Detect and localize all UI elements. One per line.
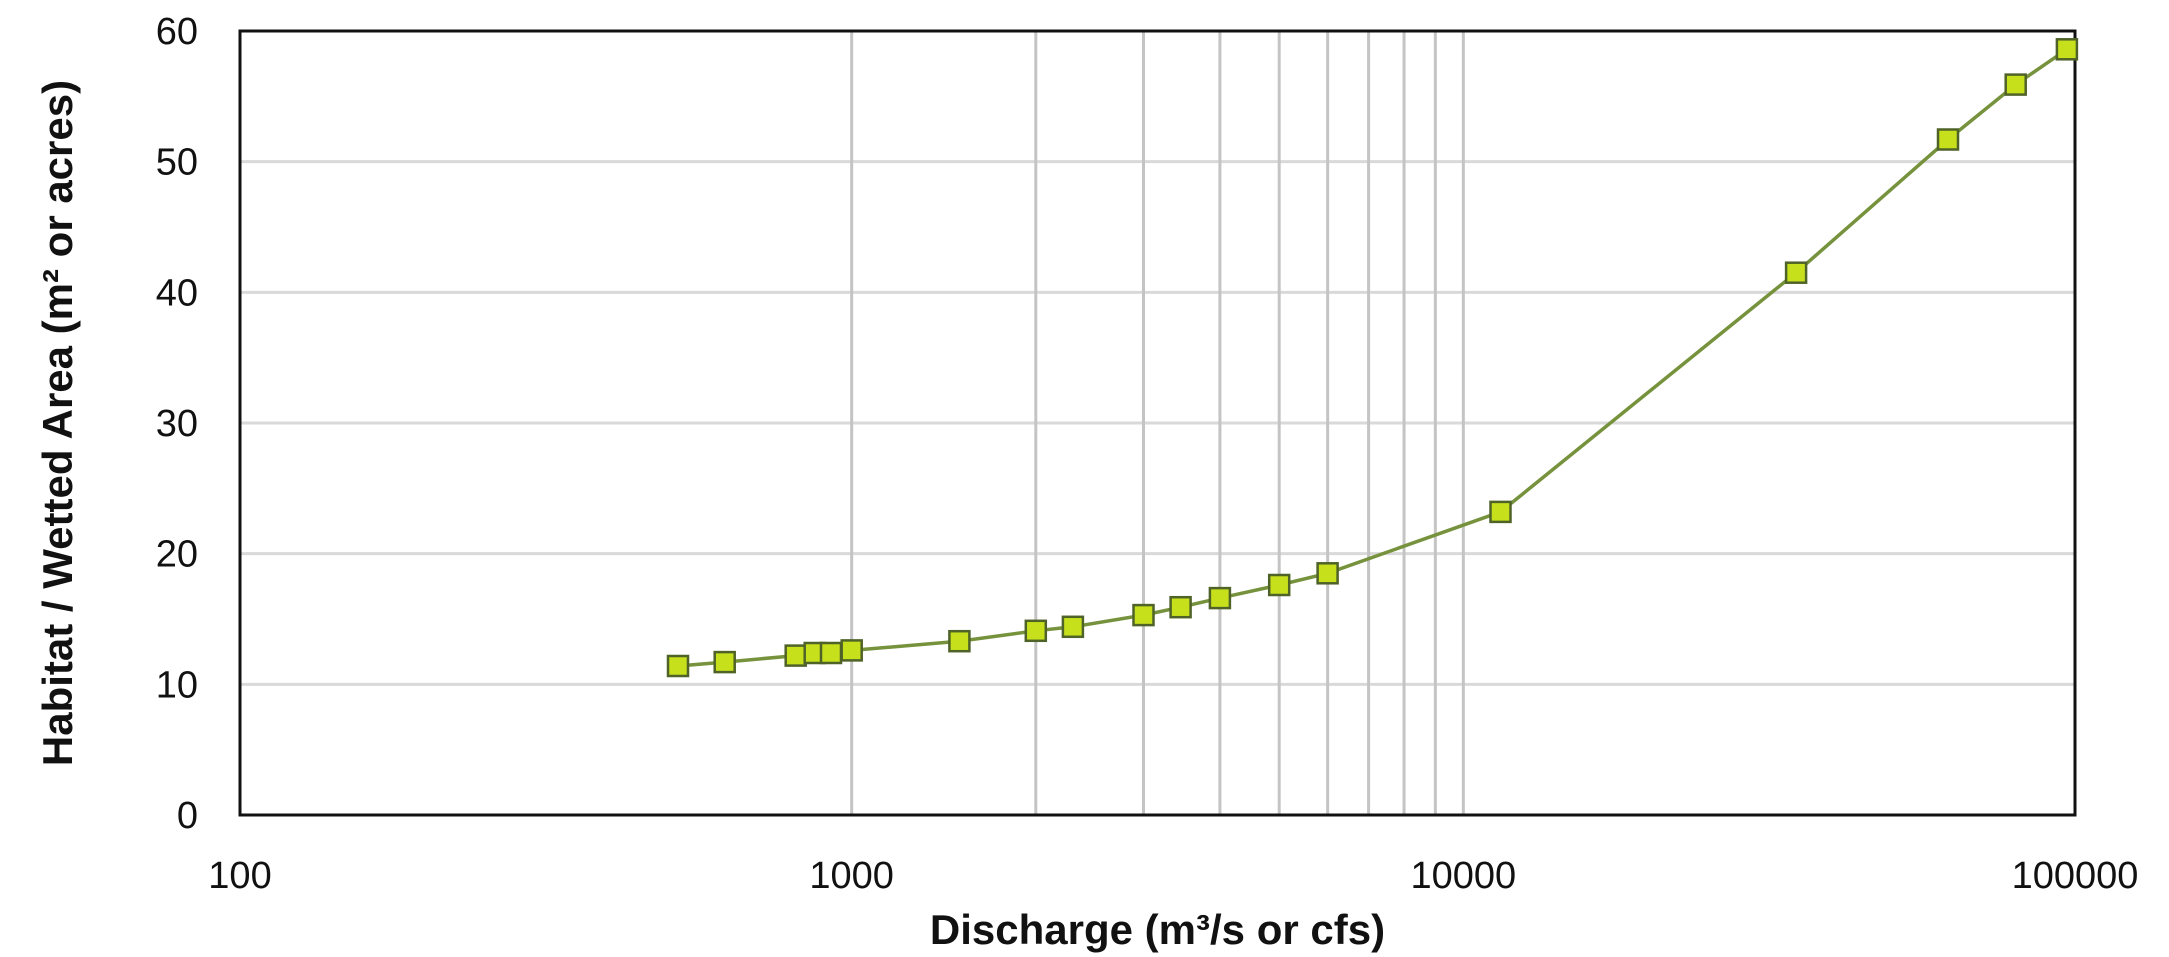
y-tick-label: 40 — [156, 272, 198, 314]
y-tick-label: 50 — [156, 142, 198, 184]
data-point-marker — [1267, 573, 1291, 597]
data-point-marker — [1784, 261, 1808, 284]
data-point-marker — [840, 639, 863, 662]
x-tick-labels: 100 1000 10000 100000 — [208, 855, 2138, 897]
series-layer — [666, 38, 2079, 678]
x-axis-title: Discharge (m³/s or cfs) — [930, 906, 1385, 953]
data-point-marker — [2055, 38, 2079, 61]
data-point-marker — [1061, 615, 1085, 639]
data-point-marker — [1169, 595, 1192, 619]
data-point-marker — [1316, 562, 1339, 585]
plot-area-frame — [238, 29, 2077, 817]
x-tick-label: 1000 — [809, 855, 894, 897]
y-axis-title: Habitat / Wetted Area (m² or acres) — [34, 80, 81, 766]
data-point-marker — [819, 641, 843, 665]
y-tick-label: 30 — [156, 403, 198, 445]
data-point-marker — [1208, 586, 1232, 610]
x-tick-label: 100 — [208, 855, 271, 897]
y-tick-label: 0 — [177, 795, 198, 837]
grid-layer — [240, 29, 2075, 815]
data-point-marker — [1936, 128, 1960, 151]
x-tick-label: 100000 — [2012, 855, 2139, 897]
data-point-marker — [2004, 73, 2027, 96]
data-point-marker — [1024, 619, 1048, 643]
y-tick-label: 10 — [156, 664, 198, 706]
series-line — [677, 47, 2068, 668]
data-point-marker — [666, 654, 690, 678]
data-point-marker — [1489, 500, 1512, 524]
data-point-marker — [713, 650, 736, 674]
data-point-marker — [948, 629, 971, 653]
data-point-marker — [784, 644, 807, 667]
y-tick-labels: 0 10 20 30 40 50 60 — [156, 11, 198, 837]
y-tick-label: 60 — [156, 11, 198, 53]
data-point-marker — [1132, 603, 1155, 627]
y-tick-label: 20 — [156, 534, 198, 576]
x-tick-label: 10000 — [1410, 855, 1516, 897]
